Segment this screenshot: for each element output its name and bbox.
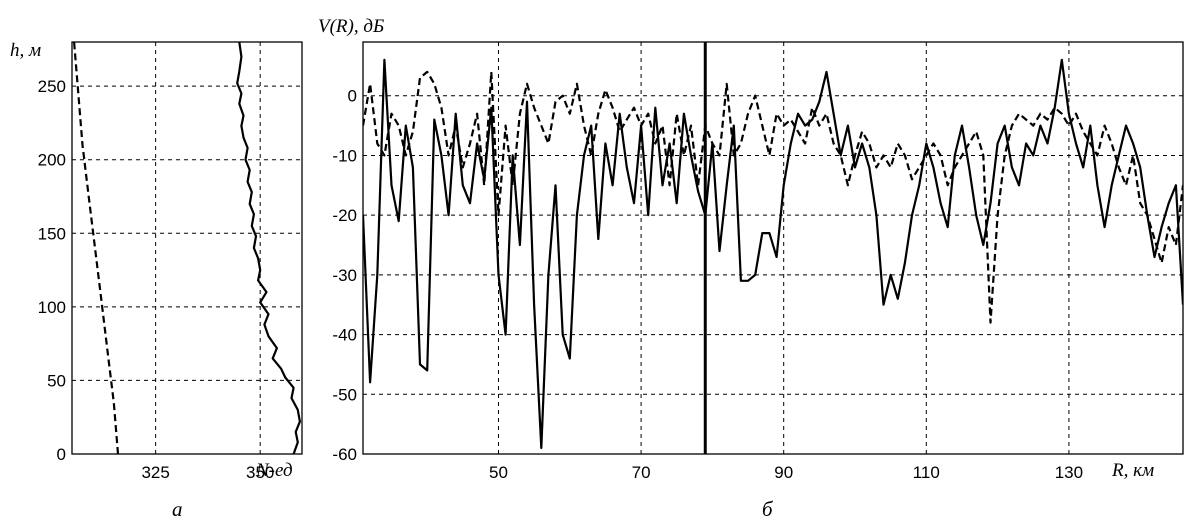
b-x-tick-label: 130 bbox=[1055, 463, 1083, 482]
b-series-solid-line bbox=[363, 58, 1183, 450]
b-y-tick-label: -40 bbox=[332, 326, 357, 345]
panel-a-label: а bbox=[172, 497, 183, 520]
a-y-tick-label: 250 bbox=[38, 77, 66, 96]
a-series-solid-line bbox=[236, 42, 301, 454]
panel-b-label: б bbox=[762, 497, 774, 520]
b-y-tick-label: 0 bbox=[348, 87, 357, 106]
a-y-tick-label: 150 bbox=[38, 224, 66, 243]
panel-b-y-tick-labels: 0 -10 -20 -30 -40 -50 -60 bbox=[332, 87, 357, 464]
a-x-tick-label: 325 bbox=[141, 463, 169, 482]
panel-b-x-axis-label: R, км bbox=[1111, 460, 1154, 481]
a-y-tick-label: 50 bbox=[47, 371, 66, 390]
a-x-tick-label: 350 bbox=[246, 463, 274, 482]
b-series-dashed-line bbox=[363, 70, 1183, 324]
b-x-tick-label: 70 bbox=[632, 463, 651, 482]
b-x-tick-label: 110 bbox=[913, 463, 940, 482]
b-x-tick-label: 90 bbox=[774, 463, 793, 482]
b-y-tick-label: -60 bbox=[332, 445, 357, 464]
panel-a-grid bbox=[72, 42, 302, 455]
panel-a: 325 350 0 50 100 150 200 250 h, м N-ед а bbox=[10, 40, 303, 520]
panel-b-series bbox=[363, 58, 1183, 450]
panel-b-frame bbox=[362, 41, 1184, 455]
b-y-tick-label: -10 bbox=[332, 146, 357, 165]
a-y-tick-label: 200 bbox=[38, 151, 66, 170]
a-series-dashed-line bbox=[73, 42, 120, 454]
panel-b-y-axis-label: V(R), дБ bbox=[318, 16, 384, 37]
panel-a-x-tick-labels: 325 350 bbox=[141, 463, 274, 482]
b-y-tick-label: -30 bbox=[332, 266, 357, 285]
b-y-tick-label: -50 bbox=[332, 385, 357, 404]
b-y-tick-label: -20 bbox=[332, 206, 357, 225]
panel-a-series bbox=[73, 42, 301, 454]
panel-b-x-tick-labels: 50 70 90 110 130 bbox=[489, 463, 1083, 482]
panel-a-frame bbox=[71, 41, 303, 455]
panel-a-x-axis-label: N-ед bbox=[255, 460, 293, 481]
panel-a-y-axis-label: h, м bbox=[10, 40, 41, 61]
b-x-tick-label: 50 bbox=[489, 463, 508, 482]
a-y-tick-label: 100 bbox=[38, 298, 66, 317]
panel-b: 50 70 90 110 130 0 -10 -20 -30 -40 -50 -60 V(R), д… bbox=[318, 16, 1184, 520]
panel-a-y-tick-labels: 0 50 100 150 200 250 bbox=[38, 77, 66, 464]
a-y-tick-label: 0 bbox=[57, 445, 66, 464]
